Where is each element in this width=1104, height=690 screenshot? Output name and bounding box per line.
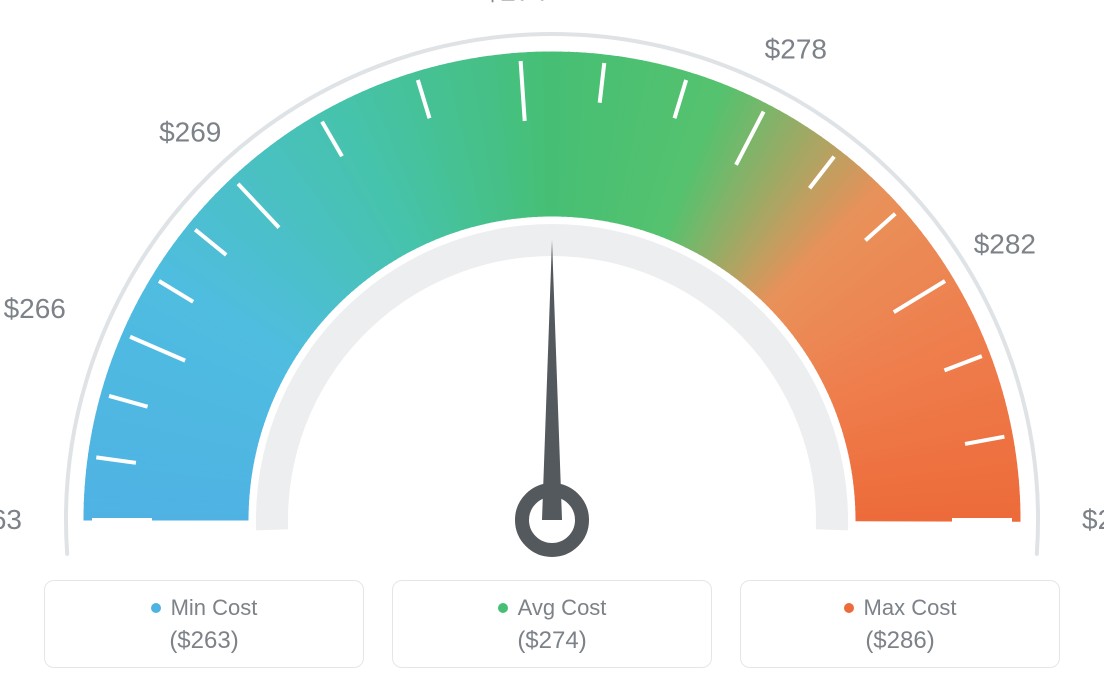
min-cost-header: Min Cost <box>151 595 258 621</box>
svg-text:$274: $274 <box>485 0 547 6</box>
max-cost-header: Max Cost <box>844 595 957 621</box>
svg-text:$263: $263 <box>0 504 22 535</box>
svg-text:$282: $282 <box>974 229 1036 260</box>
max-cost-value: ($286) <box>741 627 1059 655</box>
gauge-svg: $263 $266 $269 $274 $278 $282 $286 <box>0 0 1104 560</box>
avg-cost-card: Avg Cost ($274) <box>392 580 712 668</box>
gauge-chart: $263 $266 $269 $274 $278 $282 $286 <box>0 0 1104 560</box>
avg-cost-value: ($274) <box>393 627 711 655</box>
avg-cost-header: Avg Cost <box>498 595 607 621</box>
max-dot-icon <box>844 603 854 613</box>
min-cost-value: ($263) <box>45 627 363 655</box>
legend-cards: Min Cost ($263) Avg Cost ($274) Max Cost… <box>44 580 1060 668</box>
min-cost-title: Min Cost <box>171 595 258 621</box>
svg-text:$269: $269 <box>159 117 221 148</box>
avg-dot-icon <box>498 603 508 613</box>
max-cost-card: Max Cost ($286) <box>740 580 1060 668</box>
min-dot-icon <box>151 603 161 613</box>
svg-text:$286: $286 <box>1082 504 1104 535</box>
max-cost-title: Max Cost <box>864 595 957 621</box>
svg-text:$266: $266 <box>4 293 66 324</box>
avg-cost-title: Avg Cost <box>518 595 607 621</box>
min-cost-card: Min Cost ($263) <box>44 580 364 668</box>
svg-text:$278: $278 <box>765 33 827 64</box>
